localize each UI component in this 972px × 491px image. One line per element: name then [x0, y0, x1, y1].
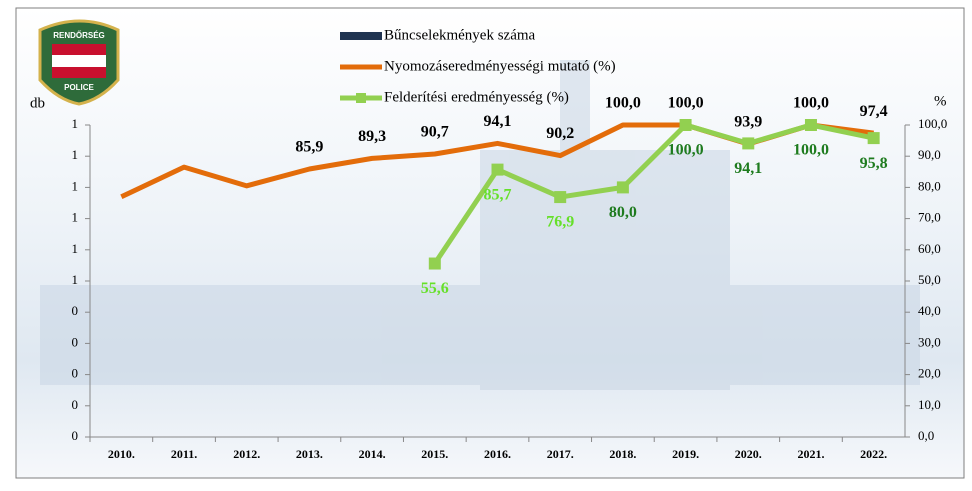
y2-tick-label: 50,0: [918, 272, 941, 287]
legend-swatch: [340, 32, 382, 40]
y-axis-label: db: [30, 95, 45, 111]
legend-marker: [356, 93, 366, 103]
y-tick-label: 1: [72, 116, 79, 131]
y-tick-label: 1: [72, 272, 79, 287]
value-label: 94,1: [484, 113, 512, 130]
y2-tick-label: 70,0: [918, 210, 941, 225]
y-tick-label: 0: [72, 366, 79, 381]
point-marker: [554, 191, 566, 203]
value-label: 76,9: [546, 214, 574, 231]
y-tick-label: 1: [72, 178, 79, 193]
y2-tick-label: 90,0: [918, 147, 941, 162]
y2-tick-label: 80,0: [918, 178, 941, 193]
y2-tick-label: 30,0: [918, 334, 941, 349]
value-label: 85,9: [295, 139, 323, 156]
value-label: 100,0: [605, 95, 641, 112]
value-label: 93,9: [734, 114, 762, 131]
x-tick-label: 2012.: [233, 447, 260, 461]
police-logo: RENDŐRSÉG POLICE: [40, 21, 118, 104]
value-label: 80,0: [609, 204, 637, 221]
x-tick-label: 2010.: [108, 447, 135, 461]
value-label: 97,4: [860, 103, 888, 120]
y2-tick-label: 10,0: [918, 397, 941, 412]
value-label: 90,7: [421, 124, 449, 141]
x-tick-label: 2022.: [860, 447, 887, 461]
logo-bottom: POLICE: [64, 83, 94, 92]
legend-label: Felderítési eredményesség (%): [384, 89, 569, 105]
value-label: 85,7: [484, 186, 512, 203]
value-label: 100,0: [668, 142, 704, 159]
value-label: 100,0: [793, 95, 829, 112]
legend-label: Nyomozáseredményességi mutató (%): [384, 58, 616, 74]
y-tick-label: 1: [72, 147, 79, 162]
legend-label: Bűncselekmények száma: [384, 27, 536, 43]
point-marker: [617, 181, 629, 193]
y2-tick-label: 40,0: [918, 303, 941, 318]
point-marker: [868, 132, 880, 144]
y-tick-label: 0: [72, 428, 79, 443]
value-label: 89,3: [358, 128, 386, 145]
x-tick-label: 2019.: [672, 447, 699, 461]
y-tick-label: 1: [72, 241, 79, 256]
x-tick-label: 2018.: [609, 447, 636, 461]
y-tick-label: 0: [72, 334, 79, 349]
point-marker: [805, 119, 817, 131]
y-tick-label: 1: [72, 210, 79, 225]
x-tick-label: 2021.: [797, 447, 824, 461]
value-label: 55,6: [421, 280, 449, 297]
chart: RENDŐRSÉG POLICE db % 000001111110,010,0…: [0, 0, 972, 486]
y-tick-label: 0: [72, 303, 79, 318]
y2-tick-label: 20,0: [918, 366, 941, 381]
point-marker: [429, 258, 441, 270]
value-label: 90,2: [546, 125, 574, 142]
x-tick-label: 2014.: [359, 447, 386, 461]
x-tick-label: 2015.: [421, 447, 448, 461]
y2-tick-label: 0,0: [918, 428, 934, 443]
value-label: 100,0: [668, 95, 704, 112]
y2-axis-label: %: [934, 93, 947, 109]
x-tick-label: 2013.: [296, 447, 323, 461]
point-marker: [492, 164, 504, 176]
y2-tick-label: 60,0: [918, 241, 941, 256]
value-label: 95,8: [860, 155, 888, 172]
logo-top: RENDŐRSÉG: [53, 31, 105, 40]
x-tick-label: 2016.: [484, 447, 511, 461]
value-label: 94,1: [734, 160, 762, 177]
point-marker: [680, 119, 692, 131]
point-marker: [742, 137, 754, 149]
x-tick-label: 2017.: [547, 447, 574, 461]
x-tick-label: 2011.: [171, 447, 197, 461]
value-label: 100,0: [793, 142, 829, 159]
x-tick-label: 2020.: [735, 447, 762, 461]
y2-tick-label: 100,0: [918, 116, 947, 131]
y-tick-label: 0: [72, 397, 79, 412]
